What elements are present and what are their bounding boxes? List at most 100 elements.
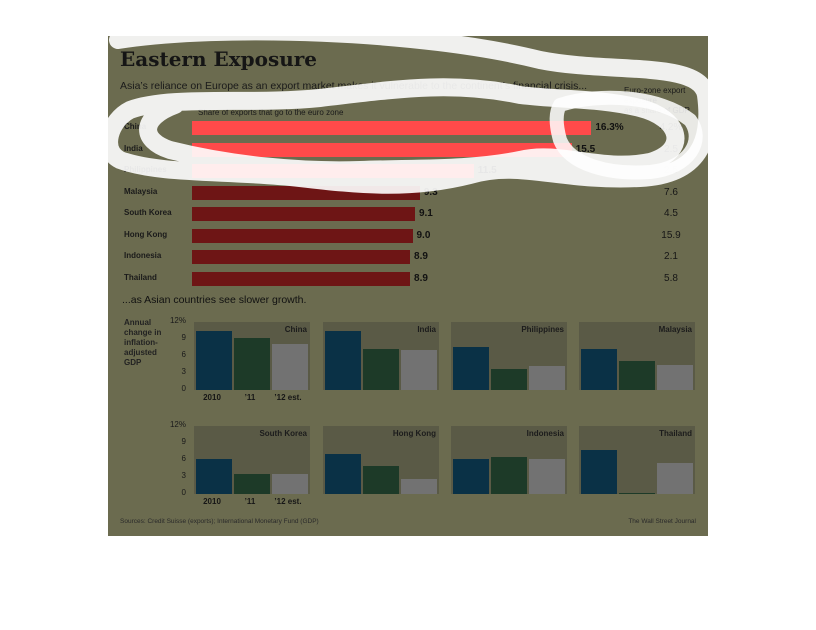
bar-value-label: 9.3 bbox=[423, 186, 438, 198]
panel-title: South Korea bbox=[259, 429, 307, 438]
x-tick-label: ’11 bbox=[244, 393, 256, 402]
bar-value-label: 8.9 bbox=[414, 251, 428, 262]
gdp-growth-bar bbox=[234, 337, 270, 390]
gdp-growth-bar bbox=[453, 459, 489, 494]
gdp-growth-bar bbox=[363, 465, 399, 494]
export-share-bar bbox=[192, 228, 413, 243]
gdp-growth-bar bbox=[325, 330, 361, 390]
gdp-exposure-value: 2.1 bbox=[664, 251, 678, 262]
gdp-growth-bar bbox=[619, 361, 655, 390]
gdp-growth-bar bbox=[657, 462, 693, 494]
panel-title: Hong Kong bbox=[392, 429, 436, 438]
export-share-bar bbox=[192, 207, 415, 221]
chart-title: Eastern Exposure bbox=[120, 47, 318, 71]
gdp-exposure-value: 7.6 bbox=[664, 186, 678, 198]
gdp-exposure-value: 2.5 bbox=[664, 165, 678, 176]
panel-title: Thailand bbox=[659, 429, 692, 438]
gdp-growth-bar bbox=[272, 474, 308, 494]
credit-note: The Wall Street Journal bbox=[628, 518, 696, 525]
gdp-growth-bar bbox=[491, 369, 527, 390]
x-tick-label: ’12 est. bbox=[274, 393, 302, 402]
bar-value-label: 8.9 bbox=[414, 272, 428, 284]
gdp-growth-bar bbox=[529, 459, 565, 494]
panel-title: Malaysia bbox=[658, 325, 692, 334]
row-label: Philippines bbox=[124, 165, 167, 174]
row-label: Hong Kong bbox=[124, 229, 168, 239]
axis-label-line: GDP bbox=[124, 358, 142, 367]
axis-label-line: adjusted bbox=[124, 348, 157, 357]
x-tick-label: ’12 est. bbox=[274, 497, 302, 506]
gdp-growth-bar bbox=[401, 479, 437, 494]
source-note: Sources: Credit Suisse (exports); Intern… bbox=[120, 518, 319, 525]
gdp-column-header: Euro-zone export exposure as a share of … bbox=[624, 86, 690, 116]
y-tick-label: 6 bbox=[181, 350, 186, 359]
y-tick-label: 12% bbox=[169, 420, 186, 429]
y-tick-label: 9 bbox=[181, 437, 186, 446]
section-title: ...as Asian countries see slower growth. bbox=[122, 294, 307, 306]
bar-value-label: 9.1 bbox=[418, 208, 433, 219]
row-label: Indonesia bbox=[124, 251, 162, 260]
x-tick-label: 2010 bbox=[203, 393, 221, 402]
gdp-panel: Philippines bbox=[451, 322, 567, 390]
gdp-growth-bar bbox=[272, 343, 308, 390]
gdp-growth-bar bbox=[453, 346, 489, 390]
gdp-growth-bar bbox=[619, 493, 655, 494]
bar-value-label: 11.5 bbox=[477, 165, 497, 176]
y-tick-label: 0 bbox=[181, 384, 186, 393]
y-tick-label: 12% bbox=[169, 316, 186, 325]
gdp-growth-bar bbox=[363, 349, 399, 390]
gdp-exposure-value: 5.8 bbox=[664, 272, 678, 284]
gdp-panel: Thailand bbox=[579, 426, 695, 494]
gdp-exposure-value: 2.5 bbox=[664, 143, 678, 155]
x-tick-label: ’11 bbox=[244, 497, 256, 506]
chart-graphic: Eastern Exposure Asia’s reliance on Euro… bbox=[108, 36, 708, 536]
row-label: South Korea bbox=[124, 208, 172, 217]
row-label: India bbox=[124, 143, 143, 153]
export-share-bar bbox=[192, 142, 572, 157]
gdp-exposure-value: 15.9 bbox=[661, 229, 681, 241]
x-tick-label: 2010 bbox=[203, 497, 221, 506]
gdp-header-line: Euro-zone export bbox=[624, 86, 686, 95]
gdp-panel: Malaysia bbox=[579, 322, 695, 390]
gdp-growth-bar bbox=[196, 458, 232, 494]
gdp-growth-bar bbox=[529, 366, 565, 390]
gdp-panel: China bbox=[194, 322, 310, 390]
row-label: China bbox=[124, 122, 147, 131]
chart-subtitle: Asia’s reliance on Europe as an export m… bbox=[120, 80, 588, 92]
panel-title: Indonesia bbox=[526, 429, 564, 438]
gdp-exposure-value: 4.2% bbox=[659, 122, 683, 133]
gdp-panel: South Korea bbox=[194, 426, 310, 494]
row-label: Thailand bbox=[124, 272, 157, 282]
gdp-growth-bar bbox=[581, 349, 617, 390]
gdp-panel: India bbox=[323, 322, 439, 390]
bar-value-label: 15.5 bbox=[575, 143, 596, 155]
export-share-bar bbox=[192, 164, 474, 178]
gdp-growth-bar bbox=[234, 473, 270, 494]
y-tick-label: 3 bbox=[181, 471, 186, 480]
y-tick-label: 9 bbox=[181, 333, 186, 342]
gdp-header-line: as a share of GDP bbox=[624, 106, 690, 115]
gdp-growth-bar bbox=[581, 449, 617, 494]
panel-title: India bbox=[417, 325, 436, 334]
panel-title: Philippines bbox=[521, 325, 564, 334]
export-share-bar bbox=[192, 250, 411, 264]
gdp-exposure-value: 4.5 bbox=[664, 208, 678, 219]
y-tick-label: 3 bbox=[181, 367, 186, 376]
gdp-growth-bar bbox=[196, 331, 232, 390]
axis-label-line: inflation- bbox=[124, 338, 158, 347]
gdp-growth-bar bbox=[491, 457, 527, 494]
gdp-growth-bar bbox=[401, 350, 437, 390]
bar-value-label: 9.0 bbox=[416, 229, 431, 241]
export-share-bar bbox=[192, 271, 411, 286]
panel-title: China bbox=[284, 325, 307, 334]
gdp-panel: Indonesia bbox=[451, 426, 567, 494]
gdp-axis-label: Annual change in inflation- adjusted GDP bbox=[124, 318, 161, 368]
export-share-bar bbox=[192, 185, 420, 200]
axis-label-line: Annual bbox=[124, 318, 152, 327]
y-tick-label: 6 bbox=[181, 454, 186, 463]
gdp-growth-bar bbox=[657, 365, 693, 390]
row-label: Malaysia bbox=[124, 186, 158, 196]
axis-label-line: change in bbox=[124, 328, 162, 337]
gdp-panel: Hong Kong bbox=[323, 426, 439, 494]
y-tick-label: 0 bbox=[181, 488, 186, 497]
